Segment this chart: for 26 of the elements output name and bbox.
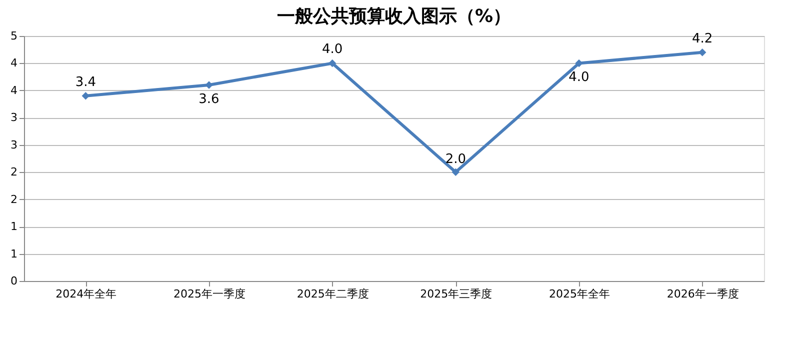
y-tick-label: 1 <box>10 220 18 234</box>
x-tick-label: 2025年一季度 <box>174 288 246 300</box>
x-tick-label: 2025年全年 <box>549 288 610 300</box>
y-tick-label: 1 <box>10 247 18 260</box>
y-tick-label: 5 <box>10 30 18 42</box>
x-tick-label: 2026年一季度 <box>666 288 739 300</box>
point <box>452 168 460 176</box>
data-label: 4.2 <box>692 31 713 46</box>
y-tick-label: 2 <box>10 166 18 179</box>
x-tick-label: 2025年三季度 <box>420 288 492 300</box>
y-tick-label: 0 <box>10 274 18 288</box>
y-tick-label: 3 <box>10 111 18 124</box>
data-label: 3.4 <box>75 74 96 90</box>
point <box>205 81 213 89</box>
y-tick-label: 4 <box>10 84 18 97</box>
y-tick-label: 2 <box>10 192 18 206</box>
data-label: 4.0 <box>568 70 590 86</box>
y-tick-label: 3 <box>10 138 18 152</box>
x-tick-label: 2025年二季度 <box>296 288 369 300</box>
data-label: 3.6 <box>198 92 220 107</box>
data-label: 2.0 <box>445 152 466 168</box>
y-tick-label: 4 <box>10 56 18 70</box>
point <box>328 59 336 68</box>
data-label: 4.0 <box>322 42 343 58</box>
chart-title: 一般公共预算收入图示（%） <box>276 6 512 27</box>
x-tick-label: 2024年全年 <box>56 288 117 300</box>
